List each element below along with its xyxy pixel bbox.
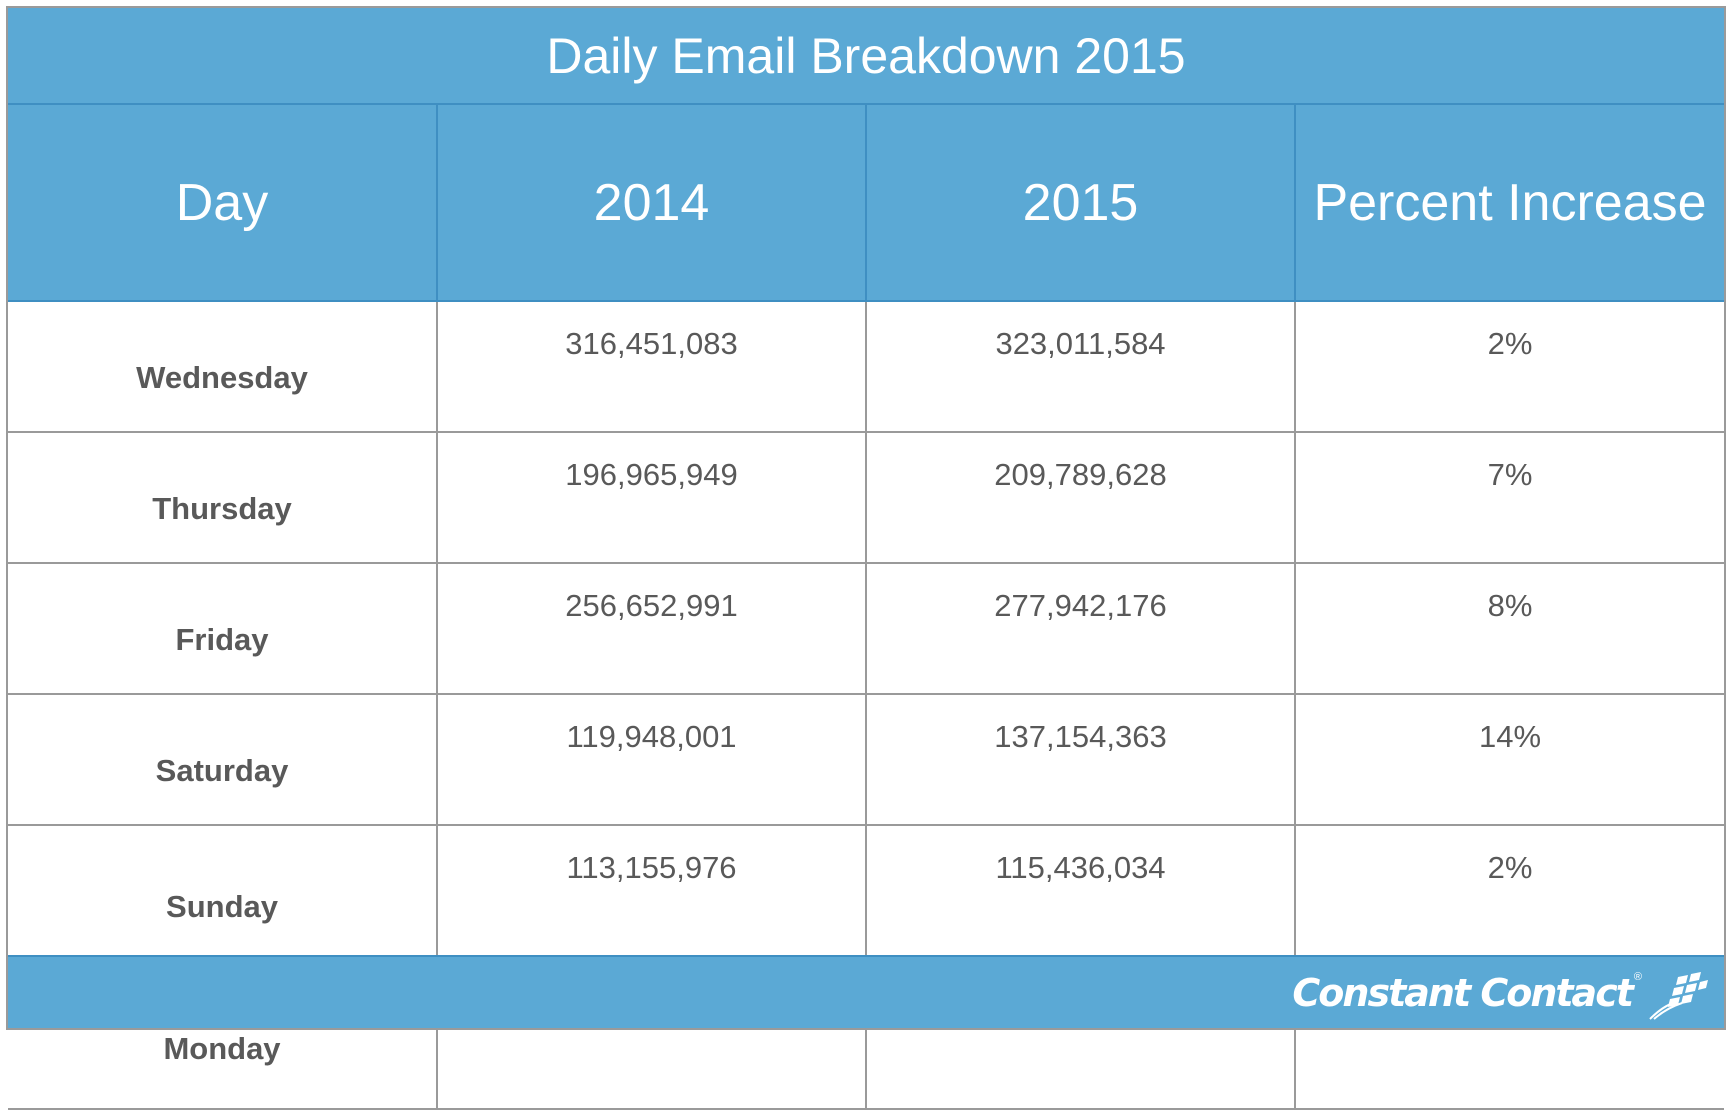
table-title: Daily Email Breakdown 2015: [546, 27, 1186, 84]
column-header-percent-increase: Percent Increase: [1294, 105, 1724, 302]
table-row: Thursday 196,965,949 209,789,628 7%: [8, 431, 1724, 564]
percent-increase-cell: 7%: [1294, 431, 1724, 564]
header-row: Day 2014 2015 Percent Increase: [8, 105, 1724, 302]
column-header-2015: 2015: [865, 105, 1296, 302]
day-cell: Sunday: [8, 824, 438, 968]
value-2014-cell: 316,451,083: [436, 300, 867, 433]
value-2015-cell: 209,789,628: [865, 431, 1296, 564]
table-row: Wednesday 316,451,083 323,011,584 2%: [8, 300, 1724, 433]
table-row: Sunday 113,155,976 115,436,034 2%: [8, 824, 1724, 968]
value-2015-cell: 277,942,176: [865, 562, 1296, 695]
table-frame: Daily Email Breakdown 2015 Day 2014 2015…: [6, 6, 1726, 1110]
table-row: Friday 256,652,991 277,942,176 8%: [8, 562, 1724, 695]
column-header-day: Day: [8, 105, 438, 302]
percent-increase-cell: 8%: [1294, 562, 1724, 695]
value-2015-cell: 137,154,363: [865, 693, 1296, 826]
day-cell: Saturday: [8, 693, 438, 826]
value-2015-cell: 323,011,584: [865, 300, 1296, 433]
percent-increase-cell: 2%: [1294, 300, 1724, 433]
title-bar: Daily Email Breakdown 2015: [8, 8, 1724, 105]
value-2014-cell: 196,965,949: [436, 431, 867, 564]
day-cell: Wednesday: [8, 300, 438, 433]
value-2014-cell: 256,652,991: [436, 562, 867, 695]
constant-contact-logo: Constant Contact ®: [1292, 965, 1708, 1021]
day-cell: Thursday: [8, 431, 438, 564]
day-cell: Friday: [8, 562, 438, 695]
registered-mark: ®: [1633, 971, 1642, 983]
column-header-2014: 2014: [436, 105, 867, 302]
logo-wordmark: Constant Contact: [1292, 971, 1633, 1015]
footer-bar: Constant Contact ®: [8, 955, 1724, 1028]
value-2015-cell: 115,436,034: [865, 824, 1296, 968]
percent-increase-cell: 2%: [1294, 824, 1724, 968]
value-2014-cell: 119,948,001: [436, 693, 867, 826]
grid-swoosh-icon: [1649, 972, 1708, 1020]
data-table: Day 2014 2015 Percent Increase Wednesday…: [8, 105, 1724, 1110]
table-row: Saturday 119,948,001 137,154,363 14%: [8, 693, 1724, 826]
value-2014-cell: 113,155,976: [436, 824, 867, 968]
percent-increase-cell: 14%: [1294, 693, 1724, 826]
